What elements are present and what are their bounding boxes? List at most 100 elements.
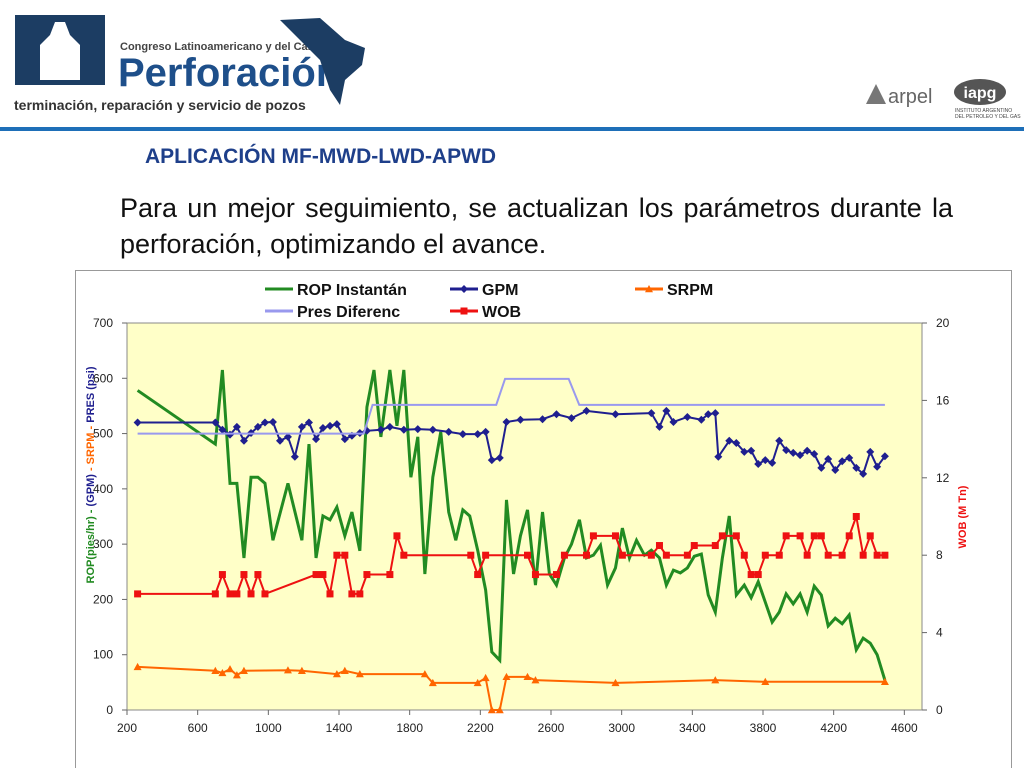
x-tick-label: 4600 [891,721,918,735]
point [754,571,762,579]
point [211,590,219,598]
point [796,532,804,540]
point [211,418,220,427]
point [247,590,255,598]
point [356,590,364,598]
point [376,425,385,434]
point [495,706,504,714]
point [523,672,532,681]
point [589,532,597,540]
point [297,666,306,674]
point [239,436,248,445]
point [473,678,482,687]
congress-text: Congreso Latinoamericano y del Caribe de [120,41,344,53]
point [711,542,719,550]
point [538,415,547,424]
slide-title: APLICACIÓN MF-MWD-LWD-APWD [145,144,496,168]
point [775,551,783,559]
point [312,435,321,444]
point [332,420,341,429]
slide-text: Para un mejor seguimiento, se actualizan… [120,193,953,259]
point [413,425,422,434]
point [260,418,269,427]
x-tick-label: 2600 [538,721,565,735]
x-tick-label: 4200 [820,721,847,735]
point [866,447,875,456]
point [655,542,663,550]
point [531,571,539,579]
point [386,571,394,579]
iapg-badge [954,79,1006,105]
point [487,456,496,465]
point [318,424,327,433]
point [218,571,226,579]
arpel-logo: arpel [888,86,932,108]
y-tick-label: 100 [93,648,113,662]
point [428,678,437,687]
x-tick-label: 3000 [608,721,635,735]
x-tick-label: 2200 [467,721,494,735]
point [718,532,726,540]
point [611,532,619,540]
point [211,666,220,674]
point [326,590,334,598]
x-tick-label: 1400 [326,721,353,735]
x-tick-label: 1800 [396,721,423,735]
point [647,409,656,418]
point [873,462,882,471]
iapg-logo: iapg [964,85,997,102]
point [218,668,227,677]
point [312,571,320,579]
point [662,406,671,415]
point [133,418,142,427]
point [618,551,626,559]
point [348,590,356,598]
point [747,446,756,455]
point [655,422,664,431]
point [226,590,234,598]
point [803,446,812,455]
point [458,430,467,439]
y-tick-label: 300 [93,537,113,551]
point [852,513,860,520]
y-tick-label: 400 [93,482,113,496]
point [400,551,408,559]
y-tick-label: 200 [93,592,113,606]
arpel-icon [866,84,886,104]
point [567,414,576,423]
point [859,551,867,559]
point [232,671,241,679]
point [754,459,763,468]
point [420,670,429,678]
legend-label: Pres Diferenc [297,304,400,321]
point [444,427,453,436]
point [582,406,591,415]
point [824,551,832,559]
point [852,463,861,472]
point [319,571,327,579]
legend-marker [460,307,468,315]
point [683,412,692,421]
point [531,676,540,684]
header-rule [0,127,1024,131]
point [261,590,269,598]
point [254,571,262,579]
point [824,455,833,464]
point [239,666,248,674]
point [218,425,227,434]
series-line [137,377,885,435]
point [725,436,734,445]
point [611,678,620,687]
point [611,410,620,419]
point [253,422,262,431]
point [340,666,349,674]
y-tick-label: 0 [106,703,113,717]
point [385,422,394,431]
point [495,453,504,462]
y-axis-label-part: PRES (psi) [85,366,97,423]
y2-tick-label: 20 [936,316,950,330]
point [697,415,706,424]
y-axis-label-part: (GPM) [85,474,97,507]
y2-tick-label: 4 [936,626,943,640]
point [803,551,811,559]
